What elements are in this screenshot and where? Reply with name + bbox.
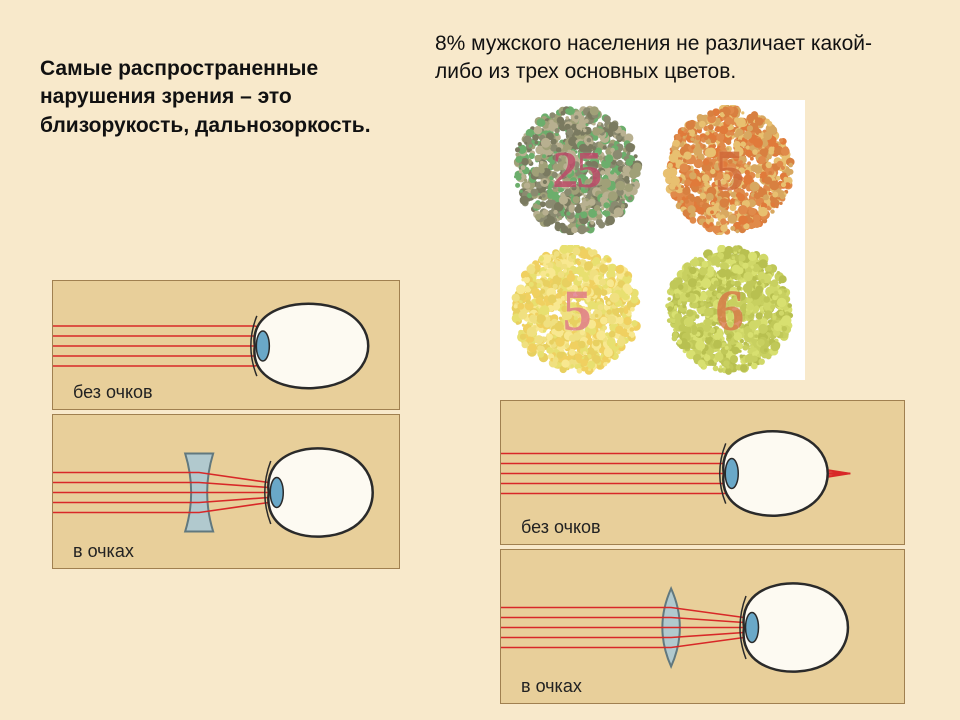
ishihara-plate: 5 <box>659 105 799 235</box>
ishihara-plate: 5 <box>506 245 646 375</box>
label-with-glasses: в очках <box>73 541 134 562</box>
ishihara-plate: 25 <box>506 105 646 235</box>
eye-panel-with-glasses: в очках <box>500 549 905 704</box>
label-without-glasses: без очков <box>521 517 601 538</box>
ishihara-grid: 25556 <box>500 100 805 380</box>
eye-panel-without-glasses: без очков <box>52 280 400 410</box>
label-without-glasses: без очков <box>73 382 153 403</box>
slide-root: Самые распространенные нарушения зрения … <box>0 0 960 720</box>
heading-left: Самые распространенные нарушения зрения … <box>40 55 380 140</box>
hyperopia-diagram: без очков в очках <box>500 400 905 705</box>
eye-panel-without-glasses: без очков <box>500 400 905 545</box>
ishihara-plate: 6 <box>659 245 799 375</box>
myopia-diagram: без очков в очках <box>52 280 400 570</box>
label-with-glasses: в очках <box>521 676 582 697</box>
eye-panel-with-glasses: в очках <box>52 414 400 569</box>
heading-right: 8% мужского населения не различает какой… <box>435 30 905 87</box>
